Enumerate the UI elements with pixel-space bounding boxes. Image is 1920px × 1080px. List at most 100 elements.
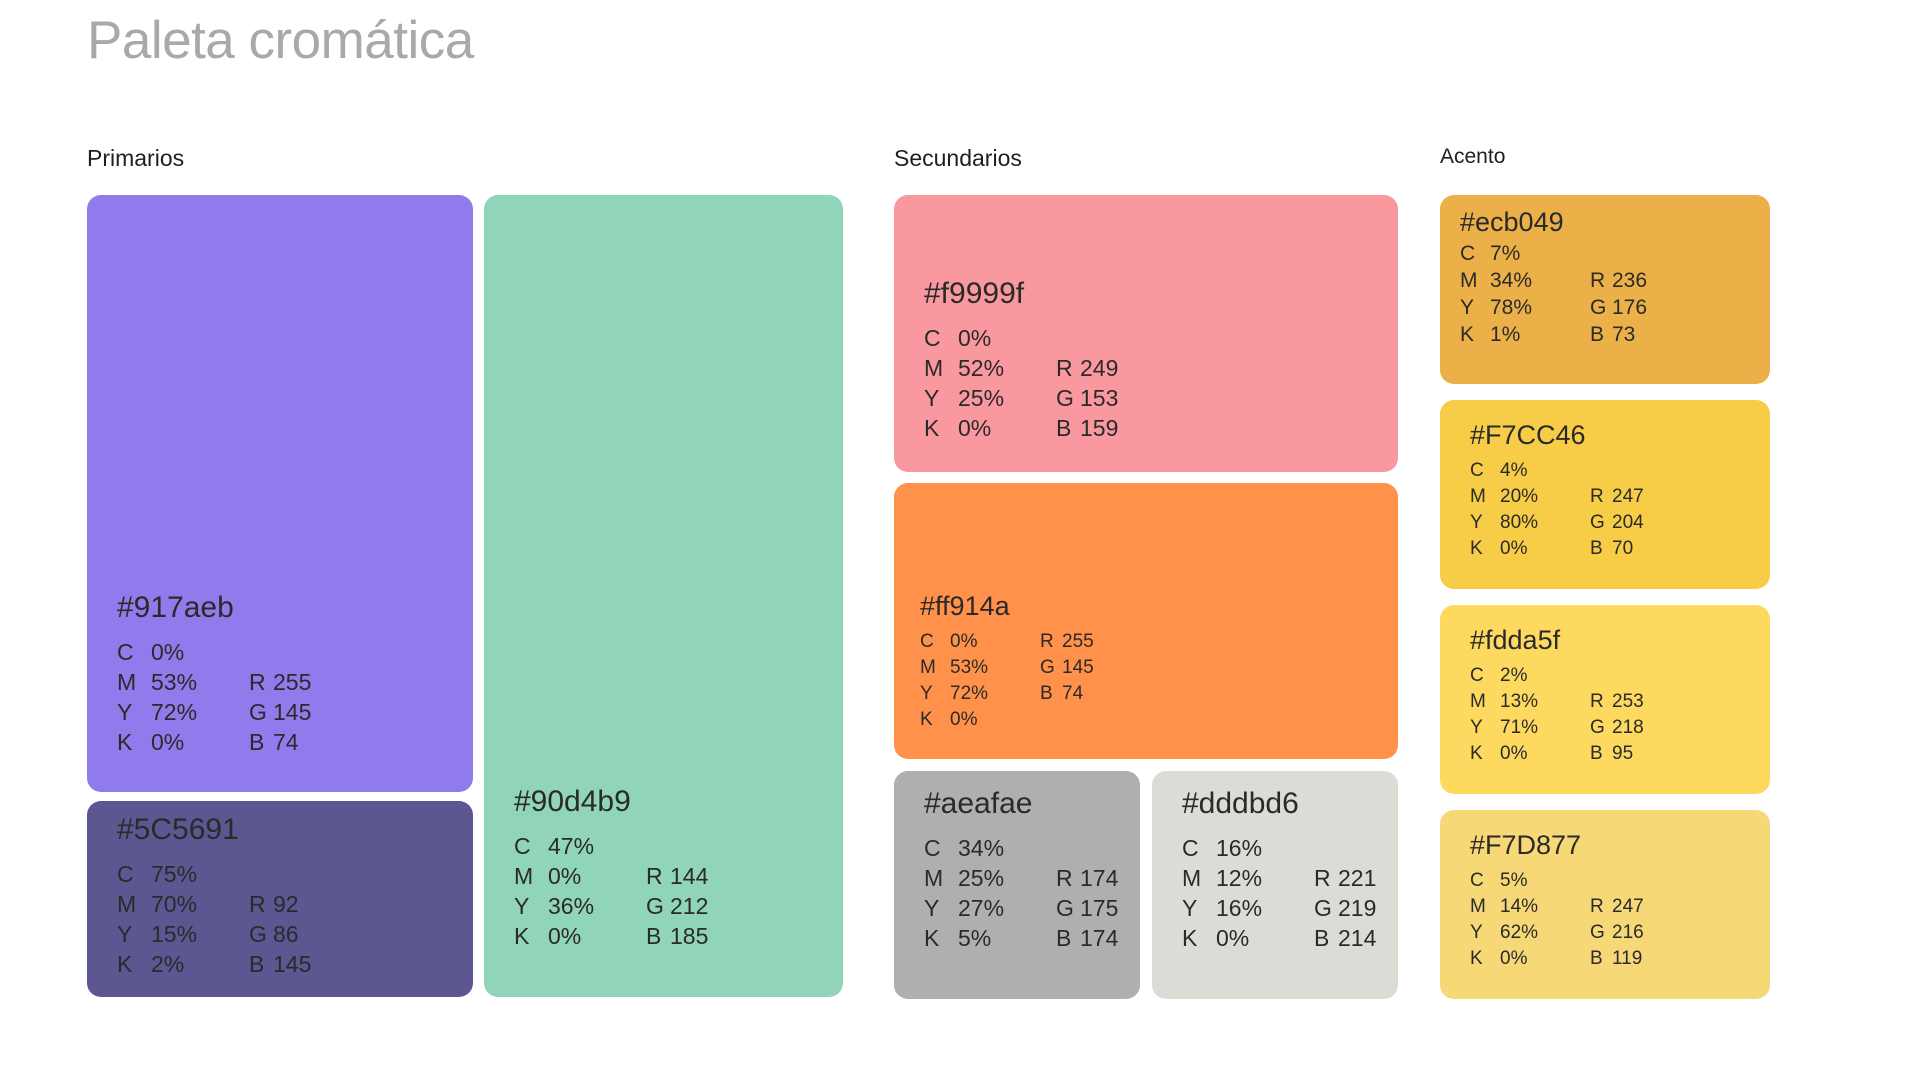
rgb-value-b: 214 xyxy=(1338,925,1377,951)
hex-code: #f9999f xyxy=(924,277,1025,310)
cmyk-value-m: 53% xyxy=(151,669,198,695)
rgb-value-b: 74 xyxy=(1062,683,1084,704)
cmyk-label-m: M xyxy=(1470,486,1486,507)
rgb-value-r: 236 xyxy=(1612,269,1648,292)
rgb-label-b: B xyxy=(1056,415,1072,441)
rgb-label-g: G xyxy=(249,699,267,725)
rgb-value-r: 249 xyxy=(1080,355,1119,381)
rgb-value-r: 92 xyxy=(273,891,299,917)
cmyk-value-m: 53% xyxy=(950,657,989,678)
rgb-label-g: G xyxy=(1590,296,1607,319)
rgb-value-b: 159 xyxy=(1080,415,1119,441)
cmyk-value-k: 0% xyxy=(1216,925,1250,951)
cmyk-label-m: M xyxy=(117,891,137,917)
cmyk-value-c: 75% xyxy=(151,861,198,887)
rgb-value-b: 73 xyxy=(1612,323,1636,346)
color-swatch-10: #fdda5f C 2% M 13% Y 71% K 0% R 253 G 218 B 95 xyxy=(1440,605,1770,794)
hex-code: #ecb049 xyxy=(1460,207,1564,237)
cmyk-value-c: 4% xyxy=(1500,460,1528,481)
cmyk-label-k: K xyxy=(117,729,133,755)
cmyk-value-y: 36% xyxy=(548,893,595,919)
cmyk-label-k: K xyxy=(920,709,933,730)
cmyk-label-k: K xyxy=(924,925,940,951)
cmyk-value-y: 71% xyxy=(1500,717,1539,738)
rgb-value-b: 70 xyxy=(1612,538,1634,559)
cmyk-label-k: K xyxy=(1470,948,1483,969)
cmyk-value-y: 16% xyxy=(1216,895,1263,921)
rgb-label-b: B xyxy=(1314,925,1330,951)
cmyk-value-c: 0% xyxy=(958,325,992,351)
color-swatch-9: #F7CC46 C 4% M 20% Y 80% K 0% R 247 G 204 B 70 xyxy=(1440,400,1770,589)
rgb-value-b: 119 xyxy=(1612,948,1643,969)
cmyk-value-m: 70% xyxy=(151,891,198,917)
cmyk-label-k: K xyxy=(514,923,530,949)
hex-code: #90d4b9 xyxy=(514,785,631,818)
section-label-primarios: Primarios xyxy=(87,145,185,171)
cmyk-label-k: K xyxy=(1470,538,1483,559)
rgb-label-g: G xyxy=(1056,895,1074,921)
cmyk-label-m: M xyxy=(1470,691,1486,712)
cmyk-value-c: 34% xyxy=(958,835,1005,861)
cmyk-label-y: Y xyxy=(924,385,940,411)
cmyk-label-c: C xyxy=(1470,870,1484,891)
rgb-value-r: 247 xyxy=(1612,486,1644,507)
cmyk-value-m: 12% xyxy=(1216,865,1263,891)
cmyk-value-m: 34% xyxy=(1490,269,1533,292)
cmyk-value-y: 72% xyxy=(950,683,989,704)
cmyk-label-y: Y xyxy=(920,683,933,704)
cmyk-label-y: Y xyxy=(514,893,530,919)
cmyk-label-k: K xyxy=(1470,743,1483,764)
cmyk-label-c: C xyxy=(1470,665,1484,686)
cmyk-label-k: K xyxy=(1182,925,1198,951)
cmyk-value-m: 14% xyxy=(1500,896,1539,917)
cmyk-value-c: 0% xyxy=(151,639,185,665)
cmyk-label-k: K xyxy=(1460,323,1475,346)
cmyk-value-k: 2% xyxy=(151,951,185,977)
cmyk-value-y: 72% xyxy=(151,699,198,725)
cmyk-value-c: 47% xyxy=(548,833,595,859)
cmyk-value-k: 5% xyxy=(958,925,992,951)
cmyk-value-m: 13% xyxy=(1500,691,1539,712)
rgb-value-b: 95 xyxy=(1612,743,1634,764)
hex-code: #F7CC46 xyxy=(1470,420,1586,450)
rgb-value-r: 144 xyxy=(670,863,709,889)
cmyk-value-k: 0% xyxy=(1500,948,1528,969)
hex-code: #F7D877 xyxy=(1470,830,1582,860)
cmyk-value-c: 2% xyxy=(1500,665,1528,686)
rgb-value-g: 176 xyxy=(1612,296,1648,319)
rgb-value-g: 216 xyxy=(1612,922,1644,943)
rgb-label-b: B xyxy=(1040,683,1053,704)
rgb-value-b: 174 xyxy=(1080,925,1119,951)
rgb-label-r: R xyxy=(249,669,266,695)
hex-code: #917aeb xyxy=(117,591,234,624)
rgb-label-b: B xyxy=(1590,538,1603,559)
rgb-value-b: 74 xyxy=(273,729,299,755)
hex-code: #ff914a xyxy=(920,591,1010,621)
rgb-label-r: R xyxy=(1590,486,1604,507)
cmyk-value-k: 0% xyxy=(548,923,582,949)
rgb-label-b: B xyxy=(646,923,662,949)
cmyk-value-k: 0% xyxy=(950,709,978,730)
color-swatch-8: #ecb049 C 7% M 34% Y 78% K 1% R 236 G 176 B 73 xyxy=(1440,195,1770,384)
cmyk-value-y: 78% xyxy=(1490,296,1533,319)
rgb-label-r: R xyxy=(1056,355,1073,381)
rgb-value-g: 218 xyxy=(1612,717,1644,738)
cmyk-label-m: M xyxy=(920,657,936,678)
rgb-value-b: 145 xyxy=(273,951,312,977)
cmyk-label-y: Y xyxy=(1470,717,1483,738)
cmyk-label-y: Y xyxy=(117,699,133,725)
rgb-value-g: 219 xyxy=(1338,895,1377,921)
cmyk-value-y: 80% xyxy=(1500,512,1539,533)
rgb-label-r: R xyxy=(249,891,266,917)
rgb-label-r: R xyxy=(1314,865,1331,891)
rgb-value-r: 221 xyxy=(1338,865,1377,891)
cmyk-value-m: 20% xyxy=(1500,486,1539,507)
cmyk-label-y: Y xyxy=(117,921,133,947)
rgb-label-g: G xyxy=(1590,922,1605,943)
cmyk-value-c: 0% xyxy=(950,631,978,652)
cmyk-label-m: M xyxy=(1470,896,1486,917)
rgb-label-r: R xyxy=(1056,865,1073,891)
rgb-value-r: 255 xyxy=(273,669,312,695)
cmyk-label-c: C xyxy=(920,631,934,652)
rgb-label-g: G xyxy=(646,893,664,919)
